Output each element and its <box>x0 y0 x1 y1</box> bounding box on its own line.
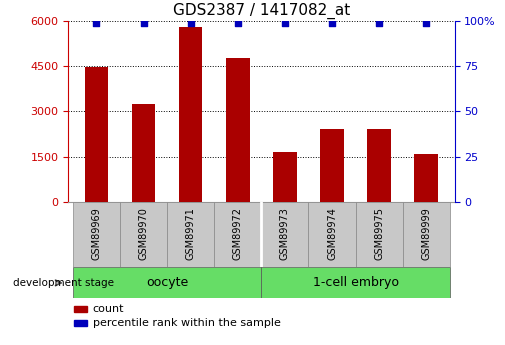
Bar <box>167 202 214 267</box>
Bar <box>415 154 438 202</box>
Bar <box>74 319 87 326</box>
Bar <box>273 152 296 202</box>
Bar <box>402 202 450 267</box>
Point <box>234 20 242 25</box>
Bar <box>320 129 344 202</box>
Text: GSM89975: GSM89975 <box>374 207 384 260</box>
Text: count: count <box>92 304 124 314</box>
Bar <box>120 202 167 267</box>
Bar <box>262 202 309 267</box>
Bar <box>214 202 262 267</box>
Text: oocyte: oocyte <box>146 276 188 289</box>
Text: development stage: development stage <box>13 278 114 288</box>
Title: GDS2387 / 1417082_at: GDS2387 / 1417082_at <box>173 3 350 19</box>
Text: GSM89972: GSM89972 <box>233 207 243 260</box>
Bar <box>73 202 120 267</box>
Point <box>139 20 147 25</box>
Point <box>328 20 336 25</box>
Text: GSM89969: GSM89969 <box>91 207 102 260</box>
Bar <box>73 267 262 298</box>
Bar <box>309 202 356 267</box>
Text: GSM89999: GSM89999 <box>421 207 431 260</box>
Bar <box>132 104 156 202</box>
Point <box>187 20 195 25</box>
Text: 1-cell embryo: 1-cell embryo <box>313 276 398 289</box>
Bar <box>262 267 450 298</box>
Point <box>281 20 289 25</box>
Text: percentile rank within the sample: percentile rank within the sample <box>92 318 280 328</box>
Bar <box>356 202 402 267</box>
Bar <box>226 58 249 202</box>
Bar <box>367 129 391 202</box>
Point <box>375 20 383 25</box>
Bar <box>85 68 108 202</box>
Text: GSM89973: GSM89973 <box>280 207 290 260</box>
Text: GSM89970: GSM89970 <box>138 207 148 260</box>
Point <box>92 20 100 25</box>
Bar <box>179 27 203 202</box>
Text: GSM89971: GSM89971 <box>186 207 195 260</box>
Point <box>422 20 430 25</box>
Bar <box>74 306 87 313</box>
Text: GSM89974: GSM89974 <box>327 207 337 260</box>
